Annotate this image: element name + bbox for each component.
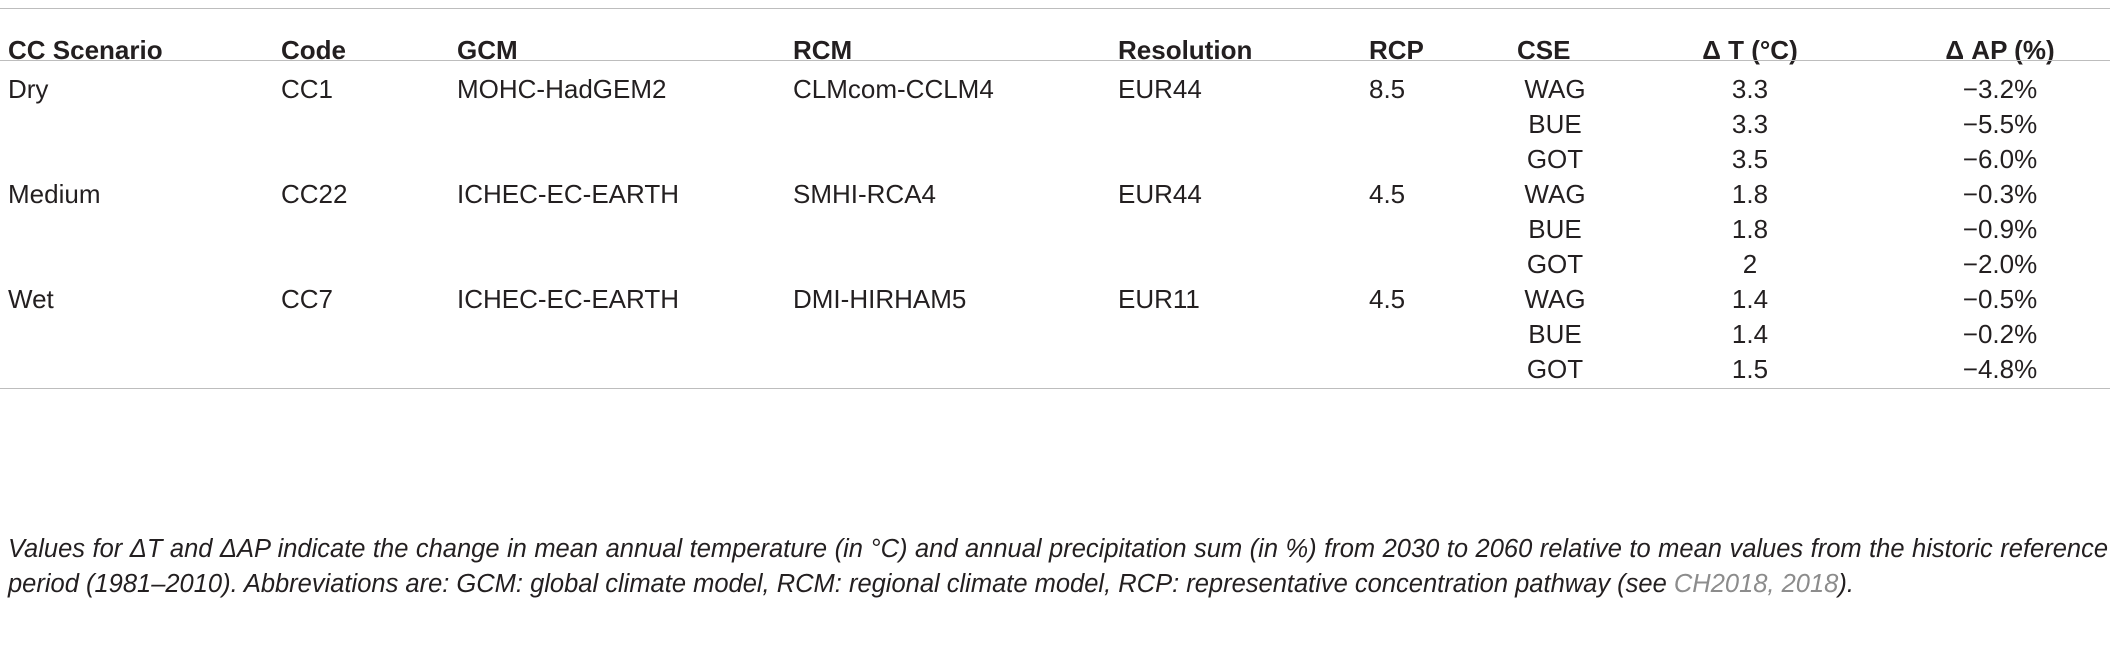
cell-resolution: EUR44 xyxy=(1118,179,1202,209)
header-resolution: Resolution xyxy=(1118,35,1253,65)
cell-cse: WAG xyxy=(1524,179,1586,209)
cell-code: CC1 xyxy=(281,74,334,104)
cell-delta-ap: −0.9% xyxy=(1962,214,2038,244)
cell-cse: GOT xyxy=(1526,249,1584,279)
cell-delta-t: 3.5 xyxy=(1731,144,1769,174)
header-delta-t: Δ T (°C) xyxy=(1702,35,1798,65)
cell-code: CC22 xyxy=(281,179,348,209)
cell-resolution: EUR11 xyxy=(1118,284,1200,314)
cell-rcm: DMI-HIRHAM5 xyxy=(793,284,967,314)
cell-delta-ap: −4.8% xyxy=(1962,354,2038,384)
header-gcm: GCM xyxy=(457,35,518,65)
cell-delta-t: 1.5 xyxy=(1731,354,1769,384)
cell-gcm: ICHEC-EC-EARTH xyxy=(457,179,679,209)
cell-cse: BUE xyxy=(1528,109,1582,139)
header-cse: CSE xyxy=(1517,35,1571,65)
footnote-end: ). xyxy=(1838,570,1854,598)
cell-rcp: 4.5 xyxy=(1369,179,1406,209)
cell-rcm: CLMcom-CCLM4 xyxy=(793,74,994,104)
cell-delta-t: 3.3 xyxy=(1731,109,1769,139)
cell-delta-ap: −0.5% xyxy=(1962,284,2038,314)
cell-delta-ap: −0.3% xyxy=(1962,179,2038,209)
cell-code: CC7 xyxy=(281,284,334,314)
citation-link[interactable]: CH2018, 2018 xyxy=(1673,570,1839,598)
cell-scenario: Medium xyxy=(8,179,101,209)
cell-delta-ap: −5.5% xyxy=(1962,109,2038,139)
cell-delta-ap: −6.0% xyxy=(1962,144,2038,174)
cell-delta-t: 3.3 xyxy=(1731,74,1769,104)
header-cc-scenario: CC Scenario xyxy=(8,35,163,65)
cell-delta-t: 2 xyxy=(1742,249,1758,279)
table-bottom-rule xyxy=(0,388,2110,389)
cell-delta-t: 1.4 xyxy=(1731,319,1769,349)
cell-delta-ap: −3.2% xyxy=(1962,74,2038,104)
cell-cse: WAG xyxy=(1524,284,1586,314)
header-code: Code xyxy=(281,35,346,65)
header-rcp: RCP xyxy=(1369,35,1424,65)
cell-scenario: Wet xyxy=(8,284,54,314)
cell-delta-ap: −0.2% xyxy=(1962,319,2038,349)
cell-cse: WAG xyxy=(1524,74,1586,104)
cell-cse: GOT xyxy=(1526,354,1584,384)
cell-gcm: ICHEC-EC-EARTH xyxy=(457,284,679,314)
table-footnote: Values for ΔT and ΔAP indicate the chang… xyxy=(8,532,2108,602)
cell-cse: GOT xyxy=(1526,144,1584,174)
cell-cse: BUE xyxy=(1528,214,1582,244)
cell-scenario: Dry xyxy=(8,74,49,104)
header-rcm: RCM xyxy=(793,35,853,65)
cell-rcp: 4.5 xyxy=(1369,284,1406,314)
cell-rcm: SMHI-RCA4 xyxy=(793,179,937,209)
cell-cse: BUE xyxy=(1528,319,1582,349)
header-delta-ap: Δ AP (%) xyxy=(1945,35,2055,65)
cell-delta-ap: −2.0% xyxy=(1962,249,2038,279)
cell-rcp: 8.5 xyxy=(1369,74,1406,104)
cell-delta-t: 1.4 xyxy=(1731,284,1769,314)
cell-resolution: EUR44 xyxy=(1118,74,1202,104)
cell-delta-t: 1.8 xyxy=(1731,214,1769,244)
table-top-rule xyxy=(0,8,2110,9)
cell-gcm: MOHC-HadGEM2 xyxy=(457,74,667,104)
header-rule xyxy=(0,60,2110,61)
cell-delta-t: 1.8 xyxy=(1731,179,1769,209)
footnote-text: Values for ΔT and ΔAP indicate the chang… xyxy=(8,535,2108,598)
